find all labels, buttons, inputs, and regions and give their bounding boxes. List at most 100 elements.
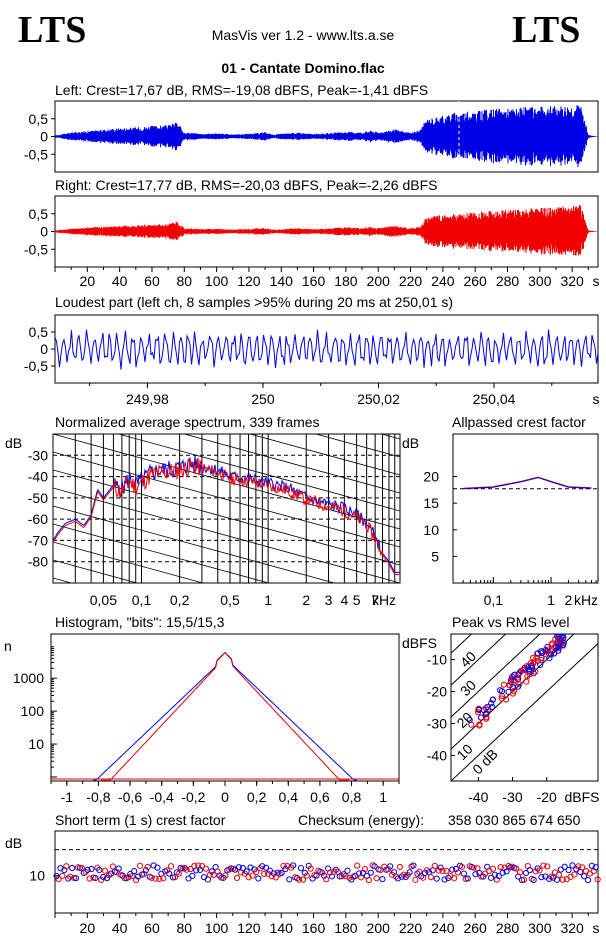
short-crest-point-right (55, 875, 62, 883)
short-crest-point-left (189, 872, 196, 879)
peak-rms-point (530, 670, 537, 677)
peak-rms-plot-area (451, 634, 598, 781)
peak-rms-ylabel: dBFS (402, 635, 437, 651)
histogram-frame (50, 633, 400, 782)
spectrum-xunit: kHz (372, 592, 396, 608)
short-crest-point-right (338, 873, 345, 880)
short-crest-point-right (67, 873, 74, 880)
short-crest-point-right (59, 872, 66, 879)
spectrum-ytick-label: -40 (28, 469, 48, 485)
allpass-ytick-label: 5 (431, 548, 439, 564)
spectrum-xtick-label: 0,1 (132, 592, 152, 608)
peak-rms-point (488, 700, 495, 707)
short-crest-point-right (513, 865, 520, 872)
histogram-ytick-label: 10 (28, 736, 44, 752)
short-crest-xtick-label: 80 (176, 920, 192, 936)
short-crest-point-right (86, 875, 93, 882)
short-crest-xtick-label: 220 (399, 920, 423, 936)
short-crest-point-left (65, 875, 72, 882)
short-crest-point-left (332, 866, 339, 873)
loudest-ytick-label: 0,5 (29, 324, 49, 340)
right-xtick-label: 20 (80, 273, 96, 289)
short-crest-point-right (152, 875, 159, 882)
peak-rms-point (514, 683, 522, 690)
short-crest-point-right (253, 868, 260, 876)
short-crest-point-right (121, 875, 128, 882)
short-crest-point-left (262, 864, 270, 871)
left-ytick-label: 0,5 (29, 111, 49, 127)
peak-rms-point (552, 636, 559, 643)
short-crest-point-right (396, 863, 403, 871)
short-crest-point-left (569, 862, 576, 869)
allpass-title: Allpassed crest factor (452, 414, 586, 430)
short-crest-point-right (579, 864, 586, 871)
peak-rms-xtick-label: -40 (468, 789, 488, 805)
short-crest-point-left (499, 869, 506, 876)
short-crest-point-left (235, 864, 243, 871)
peak-rms-point (555, 647, 562, 654)
allpass-xunit: kHz (574, 592, 598, 608)
spectrum-curve (53, 455, 400, 573)
short-crest-point-left (503, 868, 510, 875)
short-crest-point-left (402, 873, 409, 881)
spectrum-slope-line (53, 541, 205, 583)
histogram-xtick-label: -0,8 (86, 789, 110, 805)
right-xtick-label: 280 (496, 273, 520, 289)
logo-left: LTS (18, 9, 87, 51)
short-crest-point-right (319, 869, 326, 876)
peak-rms-ytick-label: -20 (427, 684, 447, 700)
right-xtick-label: 140 (270, 273, 294, 289)
loudest-ytick-label: -0,5 (24, 358, 48, 374)
short-crest-point-left (72, 875, 80, 882)
peak-rms-frame (450, 633, 599, 782)
allpass-ytick-label: 10 (423, 522, 439, 538)
short-crest-xtick-label: 240 (431, 920, 455, 936)
spectrum-slope-line (117, 434, 400, 512)
spectrum-xtick-label: 4 (340, 592, 348, 608)
histogram-xtick-label: -0,6 (118, 789, 142, 805)
short-crest-point-right (63, 863, 70, 870)
short-crest-point-left (100, 873, 107, 881)
peak-rms-point (515, 675, 522, 683)
short-crest-point-right (361, 866, 369, 873)
app-title: MasVis ver 1.2 - www.lts.a.se (211, 27, 395, 43)
short-crest-xtick-label: 20 (80, 920, 96, 936)
short-crest-point-left (286, 876, 293, 883)
spectrum-xtick-label: 0,05 (90, 592, 117, 608)
short-crest-point-left (476, 870, 483, 877)
short-crest-point-right (451, 875, 458, 882)
short-crest-point-left (255, 875, 262, 882)
short-crest-point-right (454, 869, 462, 876)
peak-rms-point (483, 715, 490, 722)
short-crest-point-right (342, 873, 349, 880)
spectrum-slope-line (53, 451, 400, 548)
short-crest-xtick-label: 320 (560, 920, 584, 936)
spectrum-slope-line (53, 326, 400, 421)
short-crest-point-right (470, 864, 477, 871)
short-crest-point-left (321, 872, 328, 879)
short-crest-point-left (127, 870, 134, 878)
short-crest-point-left (344, 867, 351, 874)
peak-rms-point (533, 654, 540, 661)
short-crest-point-right (303, 872, 310, 879)
short-crest-point-left (530, 876, 537, 883)
right-ytick-label: -0,5 (24, 241, 48, 257)
short-crest-point-left (526, 867, 533, 874)
right-ytick-label: 0,5 (29, 206, 49, 222)
short-crest-point-left (437, 864, 444, 871)
short-crest-point-right (489, 865, 497, 872)
short-crest-xunit: s (593, 920, 600, 936)
peak-rms-diagonal (451, 634, 541, 718)
short-crest-point-left (379, 875, 386, 883)
short-crest-point-right (594, 876, 601, 883)
short-crest-point-right (105, 872, 113, 879)
short-crest-point-right (392, 873, 400, 880)
peak-rms-diagonal-label: 40 (457, 648, 479, 670)
short-crest-point-right (136, 862, 144, 869)
short-crest-point-left (278, 869, 285, 877)
allpass-xtick-label: 0,1 (484, 592, 504, 608)
short-crest-point-right (431, 862, 438, 870)
histogram-xtick-label: -1 (61, 789, 74, 805)
histogram-xtick-label: 1 (379, 789, 387, 805)
loudest-xtick-label: 250 (251, 391, 275, 407)
